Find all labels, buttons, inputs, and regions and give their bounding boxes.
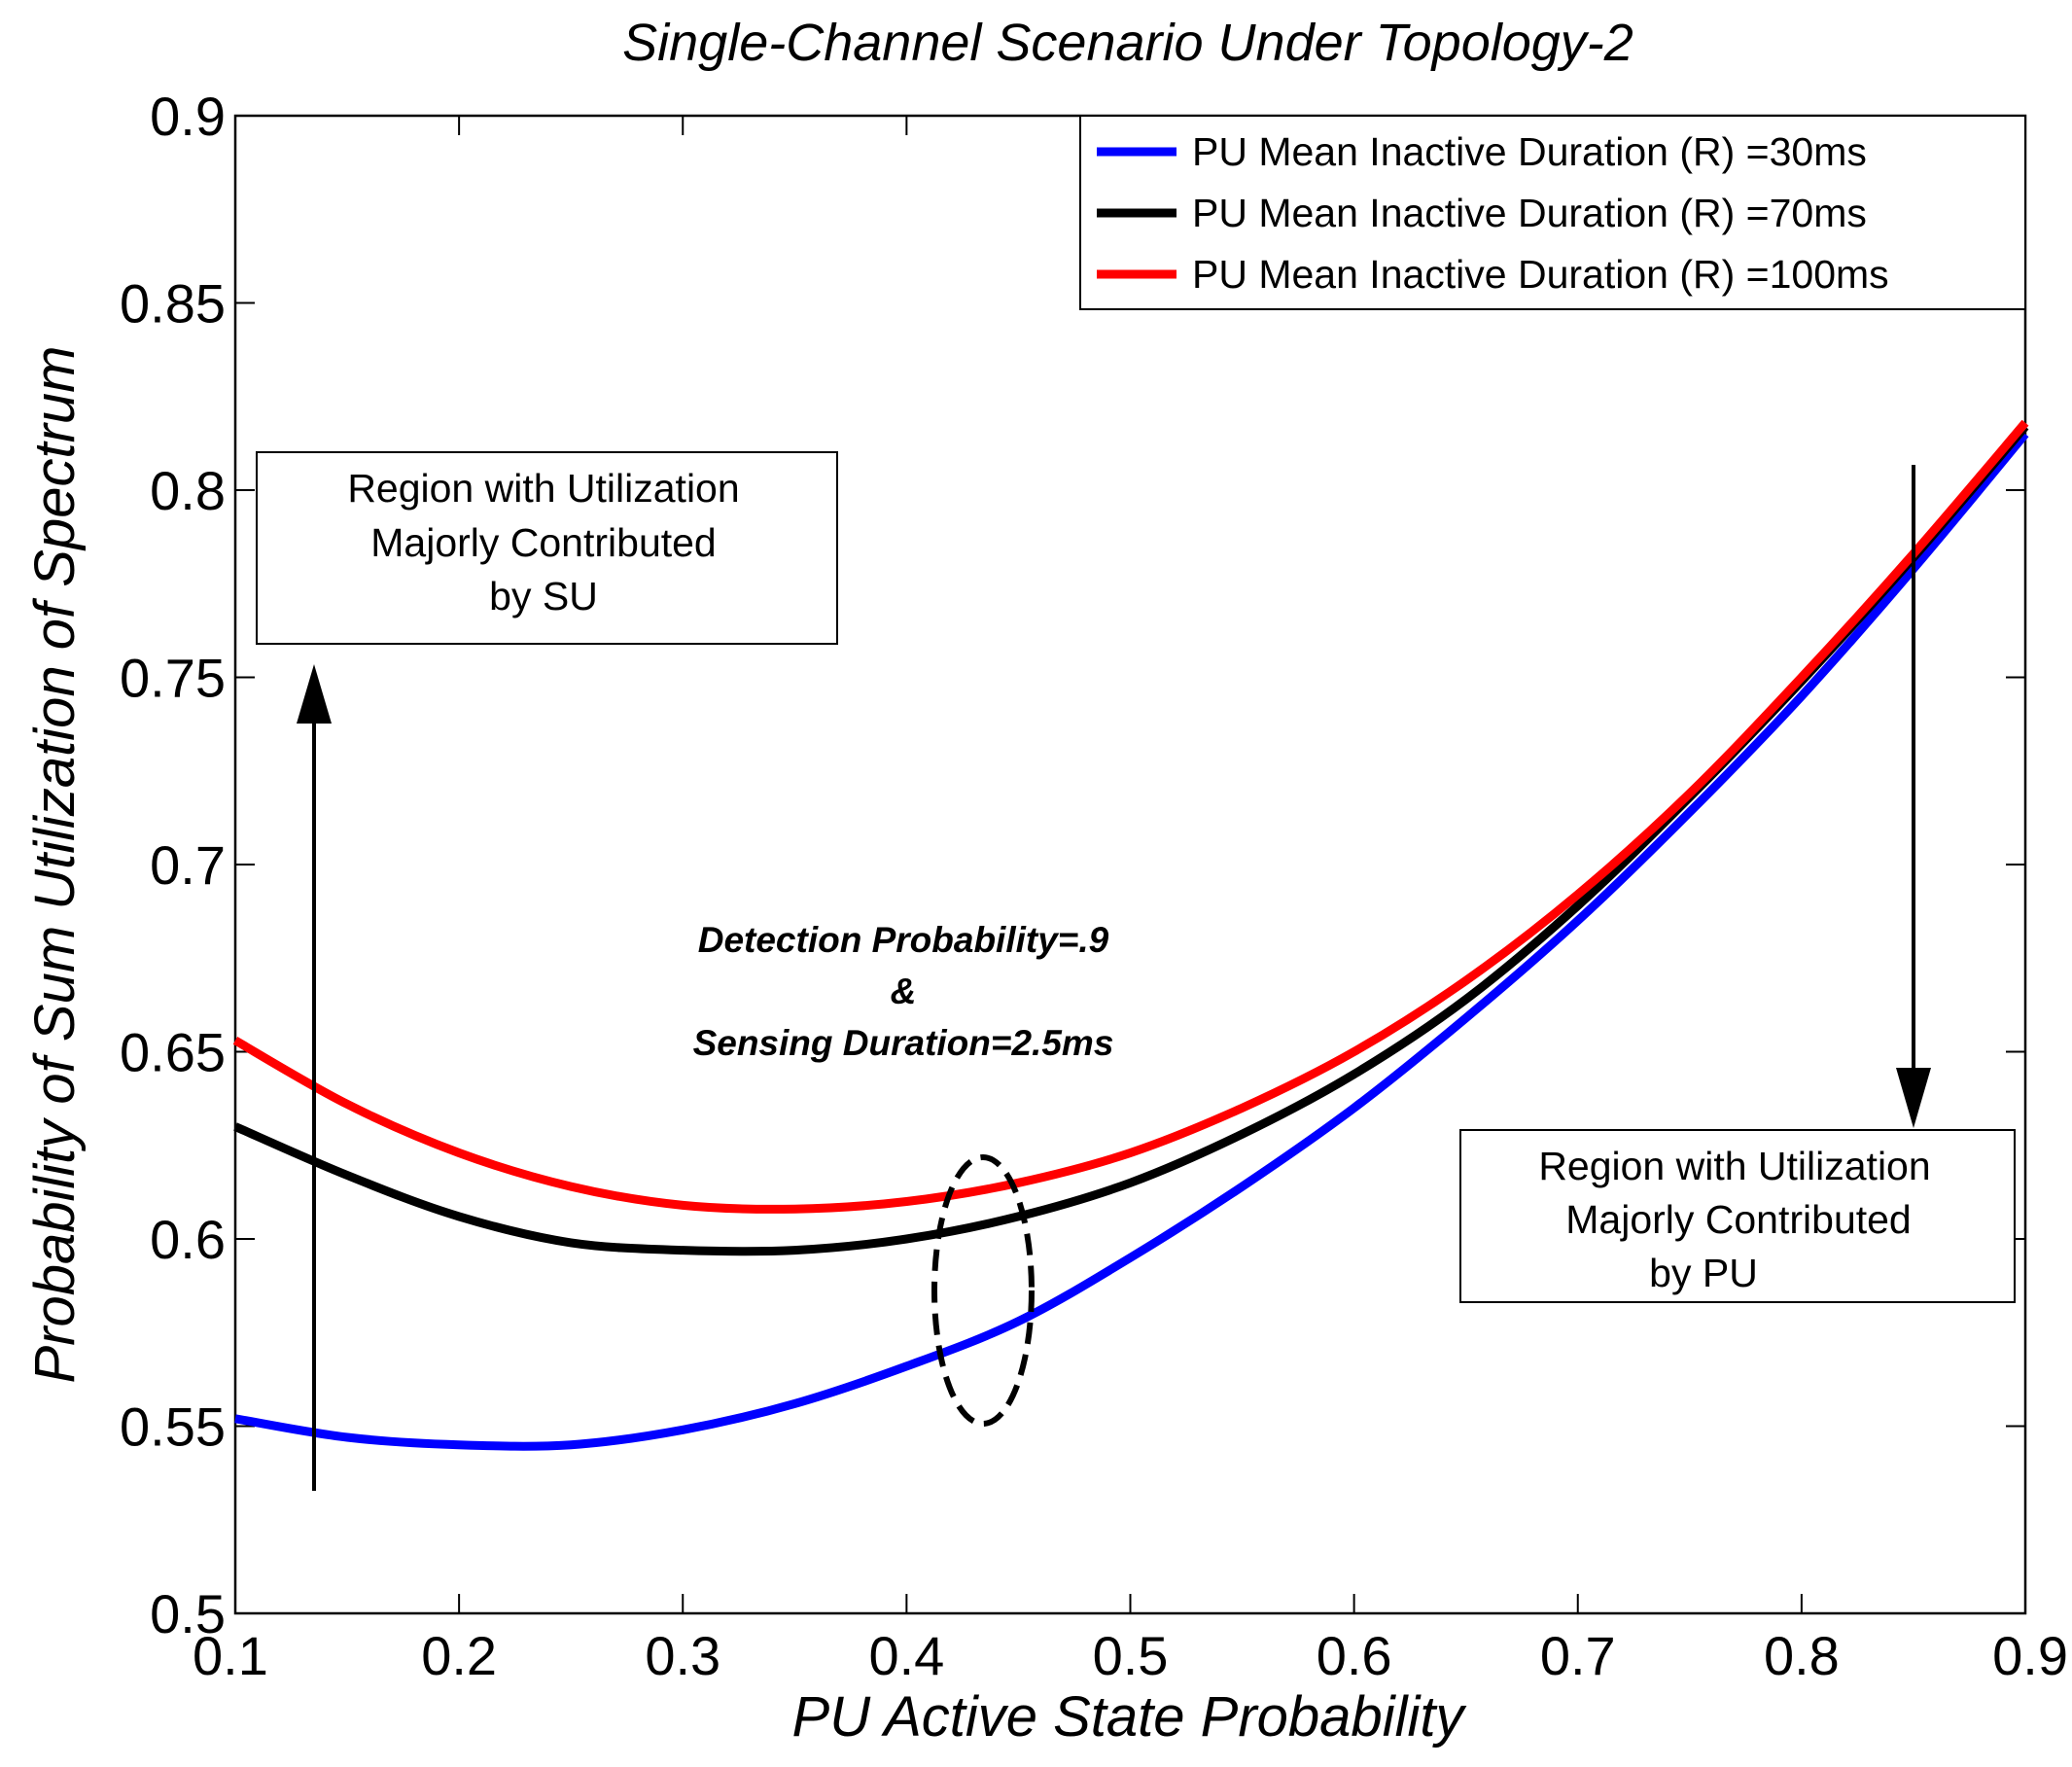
pu-region-frame (1459, 1129, 2016, 1303)
y-tick-label: 0.6 (150, 1209, 226, 1270)
y-tick-label: 0.85 (120, 273, 226, 335)
x-axis-label: PU Active State Probability (792, 1685, 1467, 1749)
y-axis-label: Probability of Sum Utilization of Spectr… (23, 346, 87, 1384)
plot-frame (233, 114, 2027, 1615)
params-annotation: Detection Probability=.9 & Sensing Durat… (693, 920, 1114, 1063)
x-tick-label: 0.2 (421, 1625, 497, 1686)
su-region-line-2: Majorly Contributed (370, 520, 717, 565)
x-tick-label: 0.9 (1992, 1625, 2068, 1686)
pu-region-line-3: by PU (1649, 1251, 1758, 1295)
series-line-100ms (232, 419, 2029, 1214)
y-tick-label: 0.55 (120, 1396, 226, 1458)
su-region-line-1: Region with Utilization (347, 466, 739, 511)
su-arrowhead (297, 664, 332, 724)
curves-highlight-ellipse (931, 1154, 1035, 1427)
su-up-arrow (297, 664, 332, 1491)
detection-probability-label: Detection Probability=.9 (698, 920, 1109, 960)
pu-region-line-2: Majorly Contributed (1565, 1197, 1912, 1242)
series-lines (232, 419, 2029, 1451)
legend-box (1079, 115, 2026, 310)
y-tick-label: 0.9 (150, 86, 226, 147)
x-tick-label: 0.5 (1093, 1625, 1169, 1686)
x-tick-label: 0.8 (1764, 1625, 1840, 1686)
chart-title: Single-Channel Scenario Under Topology-2 (622, 14, 1633, 72)
series-line-30ms (234, 431, 2029, 1451)
x-tick-labels: 0.1 0.2 0.3 0.4 0.5 0.6 0.7 0.8 0.9 (193, 1625, 2068, 1686)
x-tick-label: 0.3 (645, 1625, 720, 1686)
legend-label-70ms: PU Mean Inactive Duration (R) =70ms (1192, 191, 1867, 235)
pu-arrowhead (1896, 1068, 1931, 1128)
y-tick-label: 0.75 (120, 648, 226, 709)
legend-label-100ms: PU Mean Inactive Duration (R) =100ms (1192, 252, 1889, 297)
y-tick-label: 0.5 (150, 1583, 226, 1644)
sensing-duration-label: Sensing Duration=2.5ms (693, 1023, 1114, 1063)
legend: PU Mean Inactive Duration (R) =30ms PU M… (1079, 115, 2026, 310)
pu-region-line-1: Region with Utilization (1538, 1144, 1930, 1188)
su-region-box: Region with Utilization Majorly Contribu… (256, 451, 838, 645)
x-tick-label: 0.4 (868, 1625, 944, 1686)
y-tick-label: 0.8 (150, 460, 226, 521)
x-tick-label: 0.7 (1540, 1625, 1616, 1686)
x-tick-label: 0.6 (1317, 1625, 1392, 1686)
pu-region-box: Region with Utilization Majorly Contribu… (1459, 1129, 2016, 1303)
y-tick-labels: 0.5 0.55 0.6 0.65 0.7 0.75 0.8 0.85 0.9 (120, 86, 226, 1644)
su-region-frame (256, 451, 838, 645)
y-tick-label: 0.7 (150, 834, 226, 896)
y-tick-label: 0.65 (120, 1022, 226, 1083)
x-tick-label: 0.1 (193, 1625, 268, 1686)
su-region-line-3: by SU (489, 574, 598, 618)
legend-label-30ms: PU Mean Inactive Duration (R) =30ms (1192, 129, 1867, 174)
pu-down-arrow (1896, 465, 1931, 1128)
ampersand-label: & (891, 972, 917, 1011)
